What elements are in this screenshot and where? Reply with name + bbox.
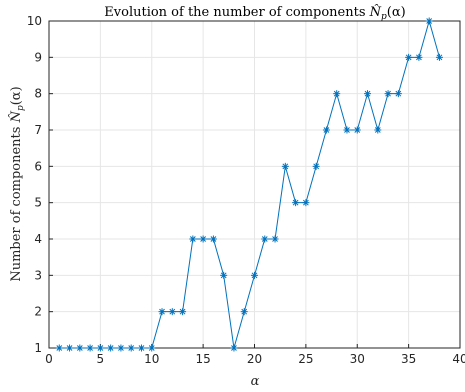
data-point-0-37 <box>435 53 443 61</box>
series-group <box>55 17 443 352</box>
y-tick-label-7: 8 <box>34 87 42 101</box>
y-tick-label-1: 2 <box>34 305 42 319</box>
x-tick-label-4: 20 <box>247 352 262 366</box>
y-tick-label-6: 7 <box>34 123 42 137</box>
data-point-0-32 <box>384 90 392 98</box>
data-point-0-25 <box>312 162 320 170</box>
data-point-0-3 <box>86 344 94 352</box>
data-point-0-7 <box>127 344 135 352</box>
data-point-0-16 <box>220 271 228 279</box>
data-point-0-28 <box>343 126 351 134</box>
data-point-0-30 <box>364 90 372 98</box>
y-axis-label: Number of components N̂p(α) <box>8 86 26 281</box>
grid <box>48 20 461 349</box>
y-tick-label-0: 1 <box>34 341 42 355</box>
data-point-0-9 <box>148 344 156 352</box>
y-tick-label-9: 10 <box>27 14 42 28</box>
y-tick-label-2: 3 <box>34 268 42 282</box>
data-point-0-27 <box>333 90 341 98</box>
data-point-0-29 <box>353 126 361 134</box>
x-tick-label-7: 35 <box>401 352 416 366</box>
data-point-0-14 <box>199 235 207 243</box>
x-tick-label-5: 25 <box>298 352 313 366</box>
data-point-0-23 <box>292 199 300 207</box>
x-axis-label: α <box>251 374 260 389</box>
data-point-0-8 <box>137 344 145 352</box>
data-point-0-24 <box>302 199 310 207</box>
y-tick-label-3: 4 <box>34 232 42 246</box>
y-tick-label-8: 9 <box>34 50 42 64</box>
data-point-0-1 <box>66 344 74 352</box>
data-point-0-13 <box>189 235 197 243</box>
series-line-0 <box>59 19 440 349</box>
data-point-0-17 <box>230 344 238 352</box>
data-point-0-34 <box>405 53 413 61</box>
data-point-0-19 <box>251 271 258 279</box>
x-tick-label-3: 15 <box>195 352 210 366</box>
data-point-0-22 <box>281 162 289 170</box>
data-point-0-10 <box>158 308 166 316</box>
x-tick-label-8: 40 <box>452 352 465 366</box>
data-point-0-20 <box>261 235 269 243</box>
y-tick-label-4: 5 <box>34 196 42 210</box>
chart-title: Evolution of the number of components N̂… <box>104 4 405 22</box>
x-tick-label-6: 30 <box>350 352 365 366</box>
x-tick-label-0: 0 <box>45 352 53 366</box>
x-tick-label-2: 10 <box>144 352 159 366</box>
data-point-0-2 <box>76 344 84 352</box>
data-point-0-4 <box>96 344 104 352</box>
data-point-0-36 <box>425 17 433 25</box>
y-tick-label-5: 6 <box>34 159 42 173</box>
data-point-0-15 <box>209 235 217 243</box>
data-point-0-35 <box>415 53 423 61</box>
data-point-0-11 <box>168 308 176 316</box>
x-tick-label-1: 5 <box>97 352 105 366</box>
data-point-0-18 <box>240 308 248 316</box>
data-point-0-6 <box>117 344 125 352</box>
data-point-0-12 <box>179 308 187 316</box>
data-point-0-26 <box>322 126 330 134</box>
axis-ticks: 0 5 10 15 20 25 30 35 40 1 2 3 4 5 6 7 8 9 10 <box>27 14 465 366</box>
data-point-0-5 <box>107 344 115 352</box>
data-point-0-0 <box>55 344 63 352</box>
data-point-0-31 <box>374 126 382 134</box>
data-point-0-21 <box>271 235 279 243</box>
data-point-0-33 <box>394 90 402 98</box>
